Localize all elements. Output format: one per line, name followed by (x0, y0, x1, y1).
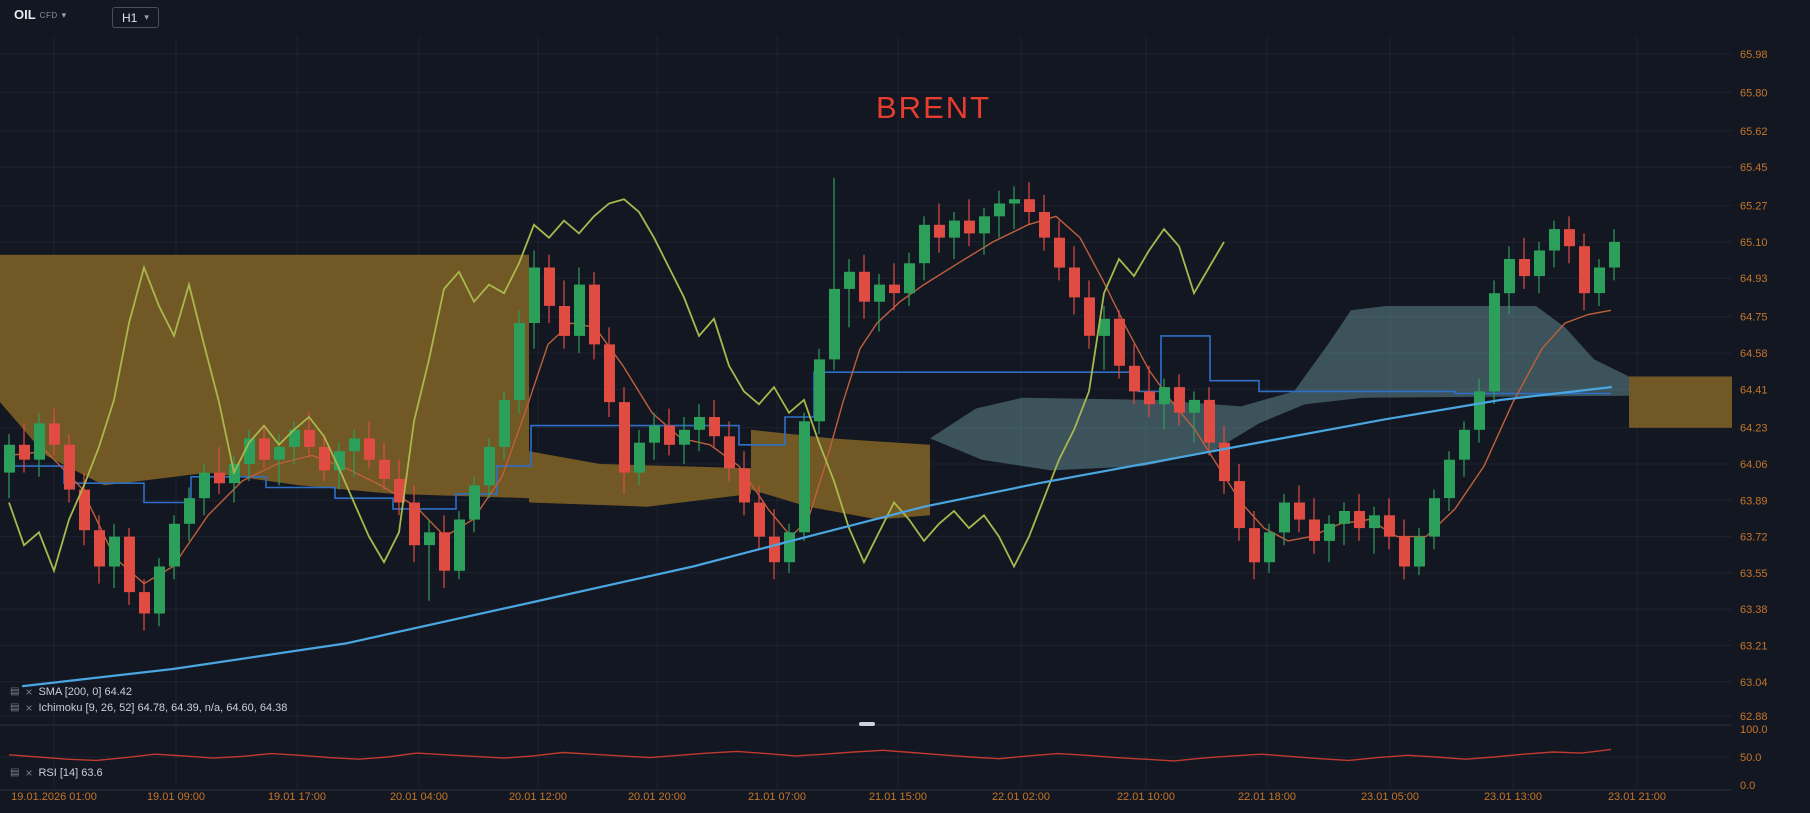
time-axis[interactable]: 19.01.2026 01:00 19.01 09:00 19.01 17:00 20… (11, 791, 1666, 803)
svg-text:0.0: 0.0 (1740, 780, 1755, 792)
svg-text:19.01 17:00: 19.01 17:00 (268, 791, 326, 803)
ichimoku-legend-row: ▤ × Ichimoku [9, 26, 52] 64.78, 64.39, n… (10, 702, 287, 714)
rsi-legend-label: RSI [14] 63.6 (38, 767, 103, 779)
svg-text:63.21: 63.21 (1740, 641, 1768, 653)
svg-text:63.89: 63.89 (1740, 495, 1768, 507)
svg-text:64.41: 64.41 (1740, 384, 1768, 396)
chevron-down-icon: ▾ (144, 12, 149, 22)
svg-text:64.93: 64.93 (1740, 273, 1768, 285)
svg-text:64.23: 64.23 (1740, 423, 1768, 435)
svg-text:23.01 13:00: 23.01 13:00 (1484, 791, 1542, 803)
svg-text:64.58: 64.58 (1740, 348, 1768, 360)
rsi-legend-row: ▤ × RSI [14] 63.6 (10, 767, 103, 779)
svg-text:22.01 18:00: 22.01 18:00 (1238, 791, 1296, 803)
svg-text:65.10: 65.10 (1740, 237, 1768, 249)
indicator-settings-icon[interactable]: ▤ (10, 686, 20, 697)
svg-text:65.62: 65.62 (1740, 126, 1768, 138)
svg-text:65.98: 65.98 (1740, 49, 1768, 61)
svg-text:63.38: 63.38 (1740, 604, 1768, 616)
ichimoku-cloud-areas (0, 254, 1732, 520)
svg-text:20.01 20:00: 20.01 20:00 (628, 791, 686, 803)
svg-text:20.01 04:00: 20.01 04:00 (390, 791, 448, 803)
svg-text:65.80: 65.80 (1740, 87, 1768, 99)
symbol-type-label: CFD (39, 11, 58, 20)
svg-text:63.72: 63.72 (1740, 532, 1768, 544)
kijun-line (9, 335, 1611, 510)
chevron-down-icon: ▾ (61, 10, 67, 20)
indicator-remove-icon[interactable]: × (25, 685, 33, 699)
pane-resize-handle[interactable] (859, 722, 875, 726)
svg-text:63.04: 63.04 (1740, 677, 1768, 689)
svg-text:23.01 05:00: 23.01 05:00 (1361, 791, 1419, 803)
sma-legend-label: SMA [200, 0] 64.42 (38, 686, 133, 698)
chikou-line (8, 198, 1225, 574)
symbol-picker[interactable]: OIL CFD ▾ (14, 8, 66, 22)
svg-text:21.01 15:00: 21.01 15:00 (869, 791, 927, 803)
candlestick-series (4, 177, 1620, 631)
svg-text:23.01 21:00: 23.01 21:00 (1608, 791, 1666, 803)
svg-text:62.88: 62.88 (1740, 711, 1768, 723)
svg-text:19.01.2026 01:00: 19.01.2026 01:00 (11, 791, 97, 803)
indicator-remove-icon[interactable]: × (25, 701, 33, 715)
svg-text:65.27: 65.27 (1740, 201, 1768, 213)
svg-text:50.0: 50.0 (1740, 752, 1761, 764)
svg-text:63.55: 63.55 (1740, 568, 1768, 580)
indicator-remove-icon[interactable]: × (25, 766, 33, 780)
svg-text:65.45: 65.45 (1740, 162, 1768, 174)
indicator-settings-icon[interactable]: ▤ (10, 702, 20, 713)
timeframe-picker[interactable]: H1 ▾ (112, 7, 159, 28)
indicator-settings-icon[interactable]: ▤ (10, 767, 20, 778)
symbol-name: OIL (14, 7, 36, 22)
price-axis[interactable]: 65.98 65.80 65.62 65.45 65.27 65.10 64.93 64.75… (1740, 49, 1768, 723)
svg-text:20.01 12:00: 20.01 12:00 (509, 791, 567, 803)
svg-text:64.06: 64.06 (1740, 459, 1768, 471)
svg-text:100.0: 100.0 (1740, 724, 1768, 736)
svg-text:64.75: 64.75 (1740, 312, 1768, 324)
rsi-line (8, 748, 1612, 762)
svg-text:22.01 02:00: 22.01 02:00 (992, 791, 1050, 803)
rsi-pane: 100.0 50.0 0.0 (0, 724, 1768, 792)
sma-legend-row: ▤ × SMA [200, 0] 64.42 (10, 686, 132, 698)
svg-text:21.01 07:00: 21.01 07:00 (748, 791, 806, 803)
timeframe-value: H1 (122, 10, 138, 25)
sma-line (21, 386, 1613, 688)
svg-text:22.01 10:00: 22.01 10:00 (1117, 791, 1175, 803)
ichimoku-legend-label: Ichimoku [9, 26, 52] 64.78, 64.39, n/a, … (38, 702, 288, 714)
chart-watermark: BRENT (876, 90, 992, 125)
svg-text:19.01 09:00: 19.01 09:00 (147, 791, 205, 803)
